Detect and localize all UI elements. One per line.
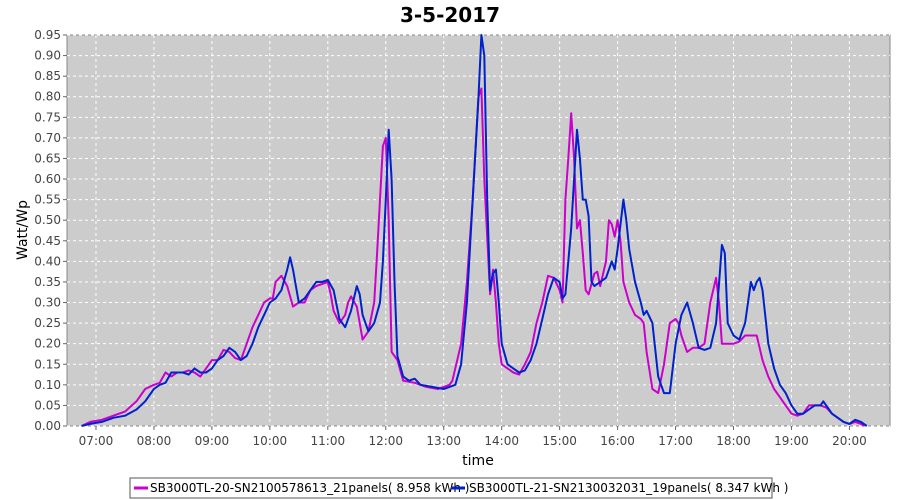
x-tick-label: 16:00 <box>600 434 635 448</box>
x-tick-label: 08:00 <box>137 434 172 448</box>
series-line-1 <box>81 87 865 427</box>
y-tick-label: 0.40 <box>34 254 61 268</box>
y-tick-label: 0.95 <box>34 28 61 42</box>
y-tick-label: 0.00 <box>34 419 61 433</box>
x-axis-label: time <box>462 453 494 469</box>
y-tick-label: 0.15 <box>34 357 61 371</box>
y-tick-label: 0.55 <box>34 193 61 207</box>
x-axis: 07:00 08:00 09:00 10:00 11:00 12:00 13:00 14:00… <box>79 426 867 448</box>
x-tick-label: 20:00 <box>832 434 867 448</box>
y-tick-label: 0.85 <box>34 69 61 83</box>
y-tick-label: 0.70 <box>34 131 61 145</box>
y-tick-label: 0.75 <box>34 110 61 124</box>
y-tick-label: 0.90 <box>34 49 61 63</box>
y-axis: 0.00 0.05 0.10 0.15 0.20 0.25 0.30 0.35 0.40 0.45… <box>34 28 67 433</box>
chart-title: 3-5-2017 <box>400 3 500 27</box>
y-tick-label: 0.45 <box>34 234 61 248</box>
x-tick-label: 18:00 <box>716 434 751 448</box>
legend-label-series-2: SB3000TL-21-SN2130032031_19panels( 8.347… <box>469 481 788 495</box>
x-tick-label: 09:00 <box>195 434 230 448</box>
y-tick-label: 0.30 <box>34 296 61 310</box>
y-tick-label: 0.65 <box>34 151 61 165</box>
x-tick-label: 12:00 <box>368 434 403 448</box>
series-line-2 <box>81 34 868 427</box>
x-tick-label: 13:00 <box>426 434 461 448</box>
x-tick-label: 14:00 <box>484 434 519 448</box>
y-tick-label: 0.35 <box>34 275 61 289</box>
x-tick-label: 17:00 <box>658 434 693 448</box>
x-tick-label: 11:00 <box>311 434 346 448</box>
y-axis-label: Watt/Wp <box>15 200 31 260</box>
y-tick-label: 0.10 <box>34 378 61 392</box>
y-tick-label: 0.25 <box>34 316 61 330</box>
y-tick-label: 0.80 <box>34 90 61 104</box>
x-tick-label: 15:00 <box>542 434 577 448</box>
x-tick-label: 10:00 <box>253 434 288 448</box>
legend: SB3000TL-20-SN2100578613_21panels( 8.958… <box>129 477 788 499</box>
y-tick-label: 0.20 <box>34 337 61 351</box>
series-layer <box>81 34 868 427</box>
y-tick-label: 0.05 <box>34 398 61 412</box>
legend-label-series-1: SB3000TL-20-SN2100578613_21panels( 8.958… <box>150 481 469 495</box>
y-tick-label: 0.60 <box>34 172 61 186</box>
x-tick-label: 07:00 <box>79 434 114 448</box>
x-tick-label: 19:00 <box>774 434 809 448</box>
y-tick-label: 0.50 <box>34 213 61 227</box>
